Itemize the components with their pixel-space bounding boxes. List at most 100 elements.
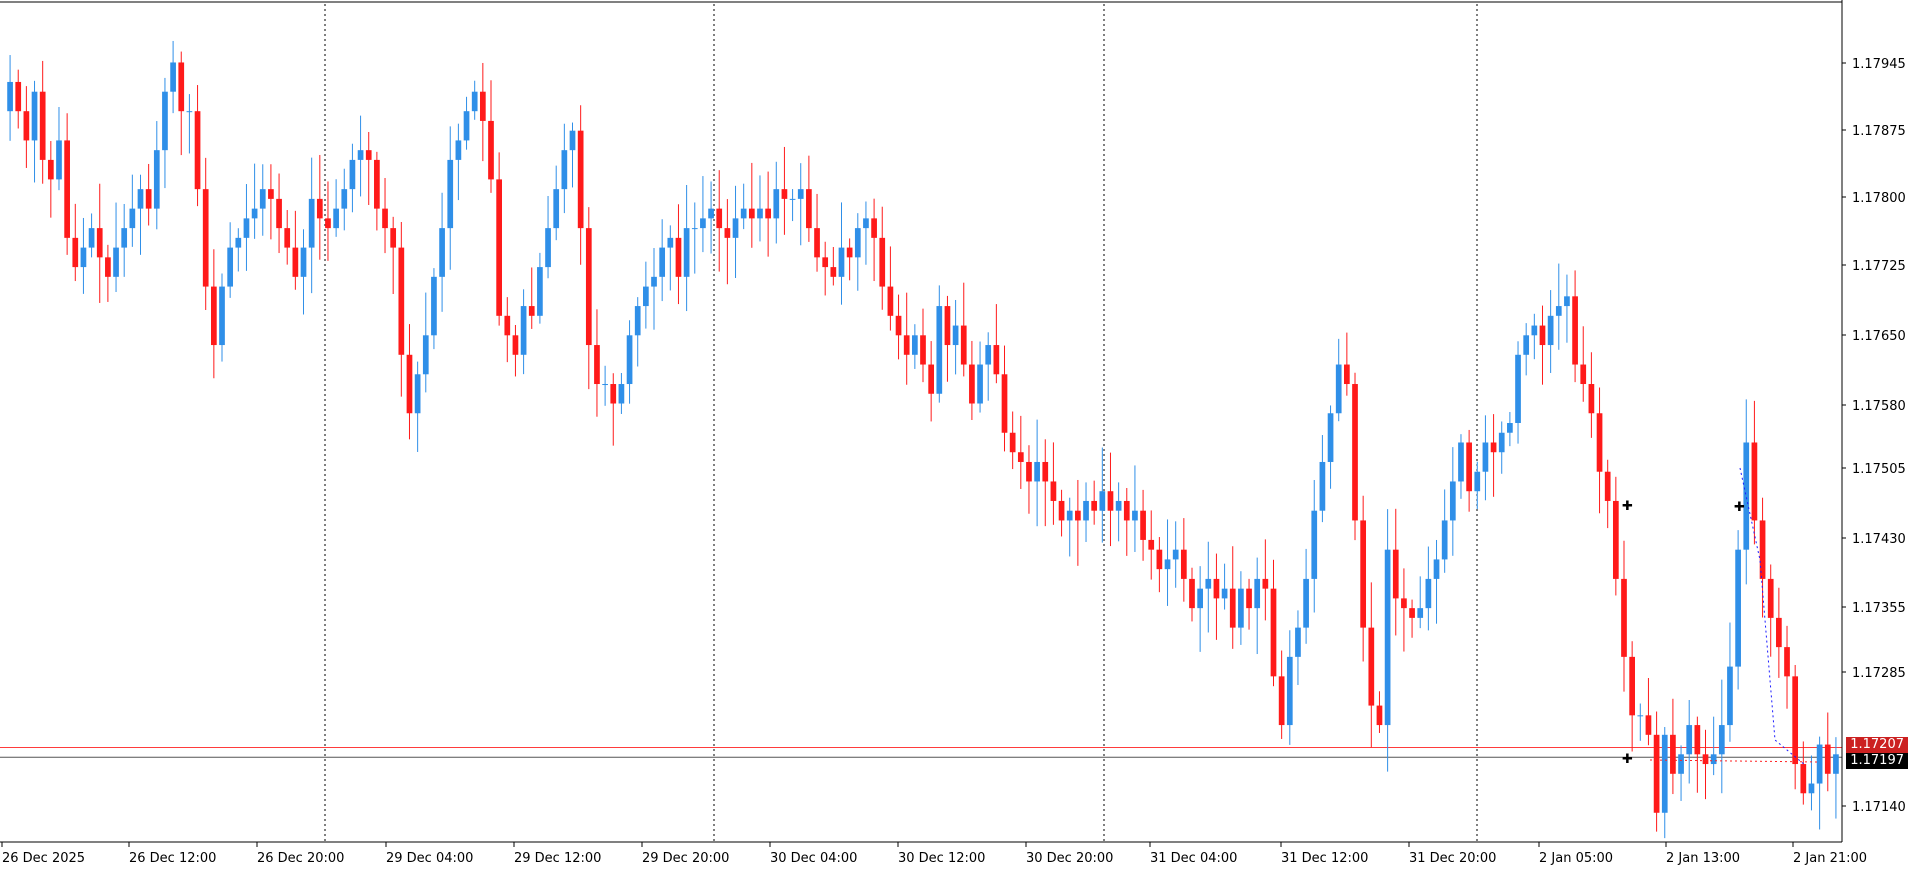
candle-body <box>969 364 975 404</box>
candle-body <box>740 208 747 219</box>
candle-body <box>308 198 315 248</box>
candle-body <box>1001 374 1008 433</box>
candle-body <box>251 208 258 219</box>
candle-body <box>72 237 79 268</box>
candle-body <box>96 228 103 258</box>
candle-body <box>1091 500 1098 511</box>
candle-body <box>1653 734 1660 813</box>
x-tick-label: 29 Dec 20:00 <box>642 851 729 866</box>
candle-body <box>23 111 30 141</box>
candle-body <box>1686 725 1693 755</box>
candle-body <box>1784 647 1790 677</box>
candle-body <box>1295 627 1301 657</box>
candle-body <box>561 150 568 190</box>
candle-body <box>577 130 584 229</box>
candle-body <box>895 315 902 336</box>
candle-body <box>1449 481 1456 521</box>
candle-body <box>1555 306 1562 316</box>
candle-body <box>594 345 600 385</box>
candle-body <box>1050 481 1057 501</box>
candle-body <box>1702 754 1709 765</box>
candle-body <box>1368 627 1375 706</box>
candle-body <box>64 140 70 238</box>
candle-body <box>211 286 217 346</box>
candle-body <box>1327 413 1334 462</box>
candle-body <box>846 247 853 258</box>
candle-body <box>1376 705 1383 726</box>
candle-body <box>186 111 193 113</box>
candle-body <box>667 237 674 248</box>
candle-body <box>512 335 519 355</box>
candle-body <box>88 228 95 248</box>
candle-body <box>748 208 755 219</box>
candle-body <box>1710 754 1717 765</box>
candle-body <box>985 345 992 365</box>
candle-body <box>1612 500 1619 579</box>
candle-body <box>1132 510 1138 521</box>
candle-body <box>357 150 364 160</box>
candle-body <box>602 384 608 386</box>
candle-body <box>977 364 983 404</box>
candle-body <box>374 159 380 209</box>
candle-body <box>1433 559 1440 579</box>
candle-body <box>105 257 111 277</box>
candle-body <box>1148 539 1155 550</box>
candle-body <box>194 111 201 190</box>
candle-body <box>651 276 657 287</box>
ask-price-tag: 1.17207 <box>1846 737 1908 754</box>
candle-body <box>610 384 617 404</box>
candle-body <box>1425 578 1432 609</box>
candle-body <box>1816 744 1823 784</box>
y-tick-label: 1.17580 <box>1852 399 1906 414</box>
x-tick-label: 31 Dec 12:00 <box>1281 851 1368 866</box>
candle-body <box>1824 744 1831 774</box>
candle-body <box>56 140 62 180</box>
candle-body <box>1417 608 1424 618</box>
candle-body <box>406 354 413 414</box>
candle-body <box>1026 461 1032 482</box>
candle-body <box>1058 500 1065 521</box>
candle-body <box>479 91 486 121</box>
candle-body <box>7 81 13 112</box>
candle-body <box>765 208 771 219</box>
candle-body <box>162 91 168 151</box>
candle-body <box>1075 510 1081 521</box>
candle-body <box>1409 608 1415 618</box>
candle-body <box>936 306 943 394</box>
candle-body <box>439 228 445 277</box>
candle-body <box>1042 461 1049 482</box>
candle-body <box>814 228 820 258</box>
candle-body <box>292 247 299 277</box>
candle-body <box>447 159 454 229</box>
x-axis-ticks: 26 Dec 2025 26 Dec 12:00 26 Dec 20:00 29 De… <box>1 842 1867 866</box>
candle-body <box>153 150 160 209</box>
candle-body <box>1441 520 1448 560</box>
candle-body <box>903 335 910 355</box>
candle-body <box>537 267 543 316</box>
candle-body <box>1718 725 1725 755</box>
candle-body <box>1319 461 1326 511</box>
candle-body <box>1213 578 1220 599</box>
candle-body <box>121 228 128 248</box>
candle-body <box>1515 354 1521 423</box>
y-tick-label: 1.17650 <box>1852 329 1906 344</box>
candle-body <box>259 189 266 209</box>
candle-body <box>789 198 796 200</box>
candle-body <box>1335 364 1342 414</box>
candle-body <box>1800 764 1807 794</box>
candle-body <box>732 218 739 238</box>
x-tick-label: 31 Dec 04:00 <box>1150 851 1237 866</box>
candle-body <box>178 62 185 112</box>
candle-body <box>854 228 861 258</box>
candle-body <box>431 276 437 336</box>
candle-body <box>618 384 625 404</box>
candle-body <box>1303 578 1309 628</box>
trade-connector-line <box>1649 759 1821 763</box>
candle-body <box>1458 442 1464 482</box>
candle-body <box>1384 549 1391 726</box>
candle-body <box>528 306 535 316</box>
y-tick-label: 1.17505 <box>1852 462 1906 477</box>
